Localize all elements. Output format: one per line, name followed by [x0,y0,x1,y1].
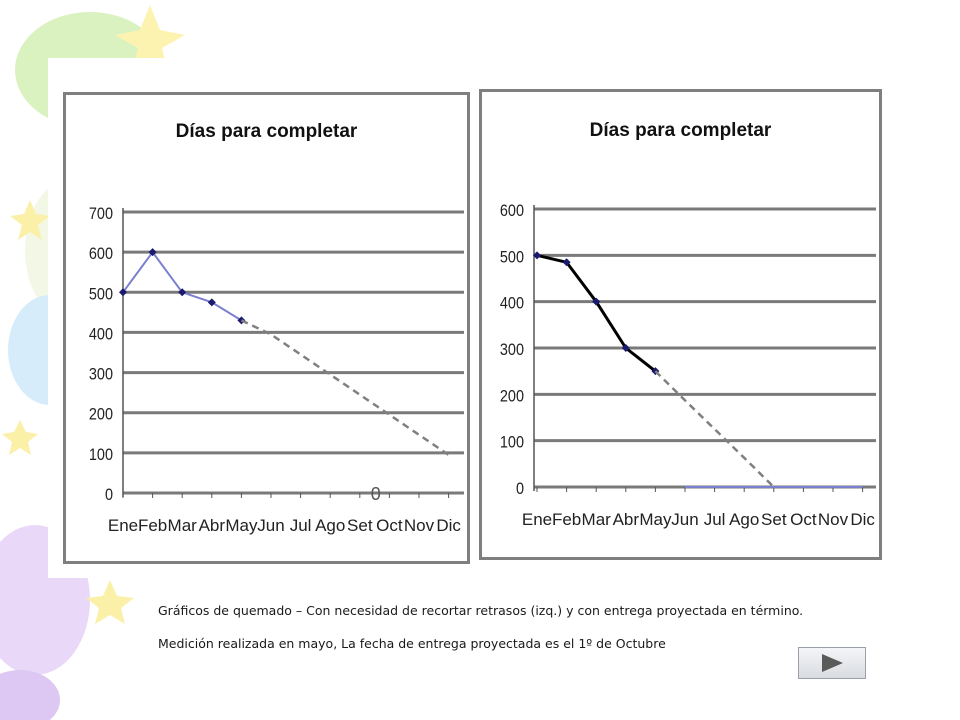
annotation-label: 0 [371,484,381,504]
x-tick-label: Mar [582,510,612,529]
chart-title: Días para completar [176,121,358,142]
x-tick-label: Set [347,516,373,535]
y-tick-label: 400 [500,295,524,313]
x-tick-label: Oct [376,516,403,535]
data-point [562,258,571,267]
y-tick-label: 300 [89,366,113,384]
figure-area: Días para completar 0 100 200 300 400 500 600 70… [48,58,890,578]
y-tick-label: 700 [89,205,113,223]
x-tick-label: Ago [315,516,345,535]
data-point [178,288,187,297]
x-tick-label: Nov [404,516,435,535]
x-tick-label: Mar [168,516,198,535]
y-tick-label: 200 [500,387,524,405]
x-tick-label: May [639,510,672,529]
x-tick-label: Abr [199,516,226,535]
y-tick-label: 600 [500,202,524,220]
data-point [621,344,630,352]
play-right-icon [822,654,843,672]
y-tick-label: 600 [89,245,113,263]
x-tick-label: May [225,516,258,535]
x-tick-label: Nov [818,510,849,529]
data-point [592,297,601,306]
next-slide-button[interactable] [798,647,866,679]
y-tick-label: 0 [105,486,113,504]
y-tick-label: 400 [89,325,113,343]
x-tick-label: Ene [108,516,138,535]
x-tick-label: Jun [257,516,284,535]
x-tick-label: Jul [290,516,312,535]
series-line [240,319,450,456]
x-tick-label: Jul [704,510,726,529]
data-point [207,298,216,307]
x-tick-label: Ago [729,510,759,529]
data-point [148,248,157,257]
chart-svg: Días para completar 0 100 200 300 400 500 600 En… [500,120,876,529]
caption-line-2: Medición realizada en mayo, La fecha de … [158,636,666,651]
y-tick-label: 100 [500,434,524,452]
series-line [122,250,242,322]
series-line [654,370,775,488]
chart-title: Días para completar [590,120,772,141]
y-tick-label: 500 [89,285,113,303]
y-tick-label: 500 [500,248,524,266]
x-tick-label: Dic [436,516,461,535]
data-point [119,288,127,297]
y-tick-label: 0 [516,480,524,498]
x-tick-label: Feb [138,516,167,535]
x-tick-label: Oct [790,510,817,529]
y-tick-label: 200 [89,406,113,424]
y-tick-label: 100 [89,446,113,464]
data-point [533,251,541,260]
x-tick-label: Dic [850,510,875,529]
burndown-chart-left: Días para completar 0 100 200 300 400 500 600 70… [63,92,470,564]
caption-line-1: Gráficos de quemado – Con necesidad de r… [158,603,804,618]
x-tick-label: Abr [613,510,640,529]
x-tick-label: Jun [671,510,698,529]
x-tick-label: Set [761,510,787,529]
x-tick-label: Feb [552,510,581,529]
chart-svg: Días para completar 0 100 200 300 400 500 600 70… [89,121,464,535]
series-line [536,253,657,373]
y-tick-label: 300 [500,341,524,359]
burndown-chart-right: Días para completar 0 100 200 300 400 500 600 En… [479,89,882,560]
x-tick-label: Ene [522,510,552,529]
